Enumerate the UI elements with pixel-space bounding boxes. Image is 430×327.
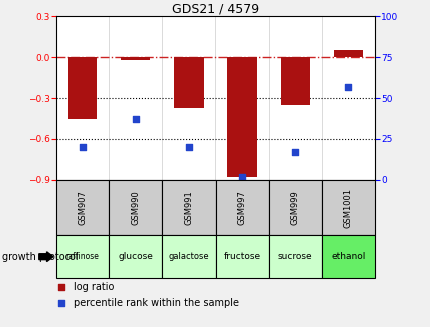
Bar bbox=[321, 180, 374, 235]
Text: percentile rank within the sample: percentile rank within the sample bbox=[74, 299, 239, 308]
Text: GSM990: GSM990 bbox=[131, 190, 140, 225]
Text: ethanol: ethanol bbox=[330, 252, 365, 261]
Bar bbox=[162, 235, 215, 278]
Text: log ratio: log ratio bbox=[74, 282, 114, 292]
Bar bbox=[68, 57, 97, 119]
Bar bbox=[215, 180, 268, 235]
Point bbox=[344, 84, 351, 89]
Bar bbox=[162, 180, 215, 235]
Text: GSM1001: GSM1001 bbox=[343, 188, 352, 228]
Title: GDS21 / 4579: GDS21 / 4579 bbox=[172, 2, 258, 15]
Point bbox=[334, 226, 341, 232]
Text: GSM907: GSM907 bbox=[78, 190, 87, 225]
Text: galactose: galactose bbox=[168, 252, 209, 261]
Bar bbox=[227, 57, 256, 177]
Bar bbox=[109, 235, 162, 278]
Text: GSM999: GSM999 bbox=[290, 190, 299, 225]
Text: GSM991: GSM991 bbox=[184, 190, 193, 225]
Bar bbox=[215, 235, 268, 278]
Text: raffinose: raffinose bbox=[65, 252, 99, 261]
Bar bbox=[121, 57, 150, 60]
Text: glucose: glucose bbox=[118, 252, 153, 261]
Text: growth protocol: growth protocol bbox=[2, 252, 79, 262]
Bar bbox=[56, 180, 109, 235]
Bar bbox=[174, 57, 203, 108]
Bar bbox=[268, 235, 321, 278]
Point bbox=[185, 145, 192, 150]
Bar bbox=[333, 50, 362, 57]
Text: GSM997: GSM997 bbox=[237, 190, 246, 225]
Bar bbox=[56, 235, 109, 278]
Text: sucrose: sucrose bbox=[277, 252, 312, 261]
Bar bbox=[280, 57, 309, 105]
Bar bbox=[268, 180, 321, 235]
Text: fructose: fructose bbox=[223, 252, 260, 261]
Bar bbox=[109, 180, 162, 235]
Point bbox=[132, 117, 139, 122]
Point bbox=[334, 77, 341, 83]
Point bbox=[238, 174, 245, 179]
Point bbox=[291, 149, 298, 155]
Bar bbox=[321, 235, 374, 278]
Point bbox=[79, 145, 86, 150]
